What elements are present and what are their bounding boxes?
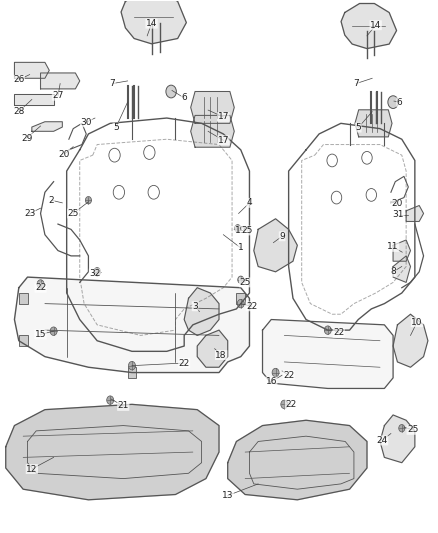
Polygon shape [406, 206, 424, 221]
Text: 32: 32 [89, 269, 101, 278]
Text: 5: 5 [355, 123, 361, 132]
Polygon shape [184, 288, 219, 335]
Circle shape [85, 197, 92, 204]
Text: 27: 27 [52, 91, 64, 100]
Text: 25: 25 [242, 226, 253, 235]
Text: 7: 7 [110, 79, 115, 88]
Bar [19, 293, 28, 304]
Text: 28: 28 [13, 107, 25, 116]
Text: 23: 23 [24, 209, 35, 218]
Text: 20: 20 [391, 199, 402, 208]
Text: 7: 7 [353, 79, 359, 88]
Text: 6: 6 [397, 98, 403, 107]
Text: 16: 16 [265, 377, 277, 386]
Polygon shape [32, 122, 62, 131]
Text: 25: 25 [67, 209, 79, 218]
Circle shape [235, 224, 241, 232]
Polygon shape [254, 219, 297, 272]
Bar [237, 293, 245, 304]
Circle shape [388, 96, 398, 109]
Polygon shape [393, 240, 410, 261]
Polygon shape [14, 277, 250, 373]
Text: 9: 9 [279, 232, 285, 241]
Text: 20: 20 [59, 150, 70, 159]
Circle shape [237, 300, 244, 308]
Polygon shape [14, 94, 53, 105]
Polygon shape [341, 4, 396, 49]
Circle shape [94, 268, 101, 276]
Text: 11: 11 [387, 243, 399, 252]
Text: 18: 18 [215, 351, 227, 360]
Text: 31: 31 [392, 210, 404, 219]
Polygon shape [197, 330, 228, 367]
Text: 8: 8 [390, 268, 396, 276]
Text: 12: 12 [26, 465, 38, 473]
Circle shape [272, 368, 279, 377]
Text: 22: 22 [179, 359, 190, 367]
Text: 4: 4 [247, 198, 252, 207]
Circle shape [166, 85, 177, 98]
Circle shape [37, 280, 44, 288]
Circle shape [50, 327, 57, 335]
Polygon shape [262, 319, 393, 389]
Polygon shape [228, 420, 367, 500]
Polygon shape [191, 92, 234, 123]
Text: 17: 17 [218, 136, 229, 145]
Text: 19: 19 [235, 226, 247, 235]
Text: 2: 2 [49, 196, 54, 205]
Text: 22: 22 [333, 328, 344, 337]
Text: 22: 22 [283, 370, 294, 379]
Text: 1: 1 [238, 244, 244, 253]
Bar [19, 335, 28, 346]
Text: 22: 22 [246, 302, 257, 311]
Polygon shape [14, 62, 49, 78]
Circle shape [399, 424, 405, 432]
Polygon shape [6, 405, 219, 500]
Text: 17: 17 [218, 112, 229, 122]
Text: 26: 26 [13, 75, 25, 84]
Text: 24: 24 [377, 436, 388, 445]
Text: 30: 30 [81, 118, 92, 127]
Text: 6: 6 [181, 93, 187, 102]
Text: 3: 3 [192, 302, 198, 311]
Text: 13: 13 [222, 491, 233, 500]
Circle shape [281, 400, 288, 409]
Text: 5: 5 [113, 123, 119, 132]
Polygon shape [393, 314, 428, 367]
Text: 14: 14 [370, 21, 381, 30]
Text: 15: 15 [35, 330, 46, 339]
Bar [127, 367, 136, 378]
Polygon shape [393, 256, 410, 282]
Polygon shape [380, 415, 415, 463]
Text: 22: 22 [285, 400, 297, 409]
Polygon shape [355, 110, 392, 137]
Polygon shape [191, 115, 234, 147]
Text: 25: 25 [407, 425, 418, 434]
Circle shape [324, 326, 331, 334]
Text: 22: 22 [35, 283, 46, 292]
Text: 10: 10 [411, 318, 423, 327]
Polygon shape [121, 0, 186, 44]
Polygon shape [41, 73, 80, 89]
Circle shape [128, 361, 135, 370]
Text: 25: 25 [240, 278, 251, 287]
Circle shape [107, 396, 114, 405]
Text: 29: 29 [21, 134, 32, 143]
Circle shape [238, 276, 244, 284]
Text: 21: 21 [117, 401, 129, 410]
Text: 14: 14 [146, 19, 157, 28]
